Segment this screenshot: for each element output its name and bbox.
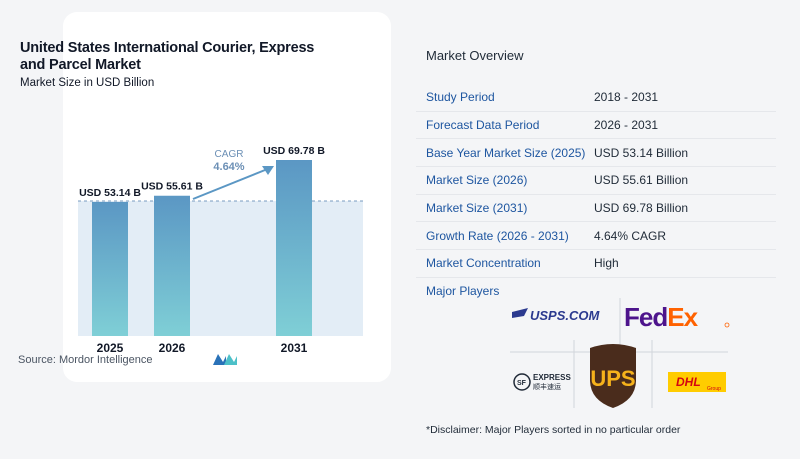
bar-2026 (154, 195, 190, 336)
overview-value: USD 55.61 Billion (594, 173, 689, 188)
overview-label: Study Period (426, 90, 495, 105)
bar-label-2026: USD 55.61 B (141, 181, 203, 193)
overview-label: Forecast Data Period (426, 118, 540, 133)
overview-row: Market Size (2026) USD 55.61 Billion (416, 167, 776, 195)
overview-row: Forecast Data Period 2026 - 2031 (416, 112, 776, 140)
dhl-logo-icon: DHL Group (668, 372, 726, 392)
overview-title: Market Overview (426, 48, 524, 63)
cagr-value: 4.64% (213, 161, 244, 173)
overview-label: Base Year Market Size (2025) (426, 145, 586, 160)
overview-label: Growth Rate (2026 - 2031) (426, 228, 569, 243)
cagr-label: CAGR (215, 149, 244, 160)
overview-value: USD 53.14 Billion (594, 145, 689, 160)
svg-text:顺丰速运: 顺丰速运 (533, 382, 561, 391)
mordor-logo-icon (213, 354, 237, 365)
overview-label: Market Concentration (426, 256, 541, 271)
x-tick-2031: 2031 (281, 341, 308, 355)
x-tick-2025: 2025 (97, 341, 124, 355)
overview-row: Study Period 2018 - 2031 (416, 84, 776, 112)
overview-value: 4.64% CAGR (594, 228, 667, 243)
bar-label-2031: USD 69.78 B (263, 145, 325, 157)
svg-text:FedEx: FedEx (624, 302, 699, 332)
overview-value: High (594, 256, 619, 271)
ups-logo-icon: UPS (590, 344, 636, 408)
players-disclaimer: *Disclaimer: Major Players sorted in no … (426, 424, 681, 436)
svg-text:SF: SF (517, 380, 527, 387)
bar-label-2025: USD 53.14 B (79, 187, 141, 199)
player-logos: USPS.COM FedEx SF EXPRESS 顺丰速运 UPS DHL G… (510, 298, 730, 408)
overview-value: USD 69.78 Billion (594, 201, 689, 216)
overview-value: 2026 - 2031 (594, 118, 659, 133)
fedex-logo-icon: FedEx (624, 302, 730, 332)
bar-2025 (92, 201, 128, 336)
overview-label: Market Size (2026) (426, 173, 528, 188)
cagr-arrowhead (262, 166, 274, 175)
usps-logo-icon: USPS.COM (512, 308, 601, 323)
svg-text:USPS.COM: USPS.COM (530, 308, 601, 323)
svg-text:UPS: UPS (590, 366, 635, 391)
cagr-arrow (192, 167, 271, 200)
x-tick-2026: 2026 (159, 341, 186, 355)
svg-text:Group: Group (707, 386, 721, 392)
overview-value: 2018 - 2031 (594, 90, 659, 105)
chart-title: United States International Courier, Exp… (20, 40, 315, 73)
bar-2031 (276, 160, 312, 336)
overview-row: Market Size (2031) USD 69.78 Billion (416, 195, 776, 223)
overview-table: Study Period 2018 - 2031 Forecast Data P… (416, 84, 776, 278)
overview-row: Market Concentration High (416, 250, 776, 278)
chart-subtitle: Market Size in USD Billion (20, 77, 155, 89)
players-title: Major Players (426, 284, 500, 298)
overview-row: Base Year Market Size (2025) USD 53.14 B… (416, 139, 776, 168)
svg-text:EXPRESS: EXPRESS (533, 373, 571, 382)
overview-label: Market Size (2031) (426, 201, 528, 216)
source-note: Source: Mordor Intelligence (18, 354, 153, 366)
svg-text:DHL: DHL (676, 375, 701, 389)
sf-express-logo-icon: SF EXPRESS 顺丰速运 (513, 373, 571, 391)
overview-row: Growth Rate (2026 - 2031) 4.64% CAGR (416, 222, 776, 251)
